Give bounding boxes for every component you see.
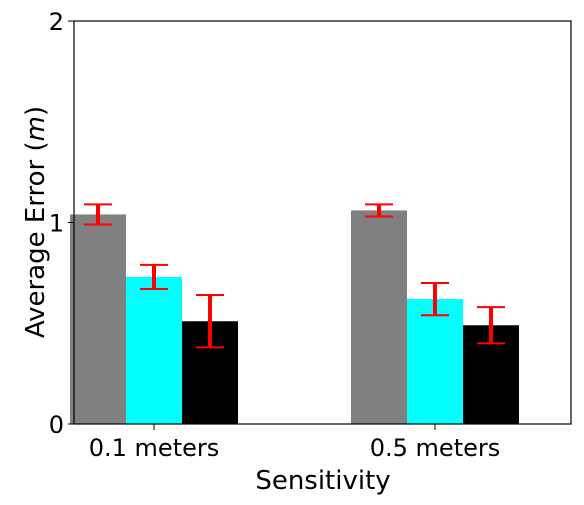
x-tick-label: 0.5 meters	[370, 434, 501, 462]
y-axis-label-prefix: Average Error (	[21, 141, 51, 338]
bar	[70, 214, 126, 424]
y-axis-label-suffix: )	[21, 106, 51, 116]
error-bars-layer	[84, 203, 505, 349]
x-tick-label: 0.1 meters	[89, 434, 220, 462]
bar	[351, 210, 407, 424]
bar	[126, 276, 182, 424]
y-axis-label-unit: m	[21, 116, 51, 141]
y-axis-ticks: 0 1 2	[49, 8, 74, 439]
y-tick-label: 0	[49, 411, 64, 439]
y-tick-label: 2	[49, 8, 64, 36]
x-axis-label: Sensitivity	[255, 466, 390, 496]
y-tick-label: 1	[49, 210, 64, 238]
y-axis-label: Average Error (m)	[21, 106, 51, 338]
x-axis-ticks: 0.1 meters 0.5 meters	[89, 424, 501, 462]
bars-layer	[70, 210, 519, 424]
bar	[407, 299, 463, 424]
